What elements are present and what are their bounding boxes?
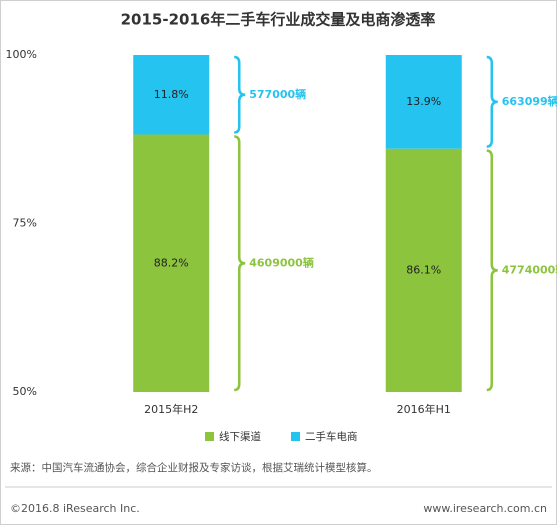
y-tick-label: 100% bbox=[6, 48, 37, 61]
brace-label: 4609000辆 bbox=[249, 255, 314, 269]
value-label: 13.9% bbox=[406, 95, 441, 108]
brace-label: 663099辆 bbox=[502, 94, 557, 108]
chart-title: 2015-2016年二手车行业成交量及电商渗透率 bbox=[121, 11, 436, 29]
bar-segment bbox=[385, 55, 462, 149]
value-label: 11.8% bbox=[154, 88, 189, 101]
bar-segment bbox=[385, 148, 462, 392]
brace bbox=[486, 149, 498, 392]
source-note: 来源：中国汽车流通协会，综合企业财报及专家访谈，根据艾瑞统计模型核算。 bbox=[10, 461, 378, 474]
bar-segment bbox=[133, 134, 210, 393]
y-tick-label: 75% bbox=[13, 217, 37, 230]
brace-label: 4774000辆 bbox=[502, 262, 557, 276]
website: www.iresearch.com.cn bbox=[423, 502, 547, 515]
brace bbox=[234, 55, 246, 134]
bar-segment bbox=[133, 55, 210, 135]
legend-label: 二手车电商 bbox=[305, 430, 358, 443]
brace bbox=[234, 135, 246, 392]
copyright: ©2016.8 iResearch Inc. bbox=[10, 502, 140, 515]
y-tick-label: 50% bbox=[13, 385, 37, 398]
brace-label: 577000辆 bbox=[249, 87, 306, 101]
x-tick-label: 2015年H2 bbox=[144, 402, 198, 416]
value-label: 88.2% bbox=[154, 256, 189, 269]
x-tick-label: 2016年H1 bbox=[397, 402, 451, 416]
legend-swatch bbox=[205, 432, 214, 441]
legend-label: 线下渠道 bbox=[219, 430, 261, 443]
value-label: 86.1% bbox=[406, 263, 441, 276]
legend-swatch bbox=[291, 432, 300, 441]
brace bbox=[486, 55, 498, 148]
